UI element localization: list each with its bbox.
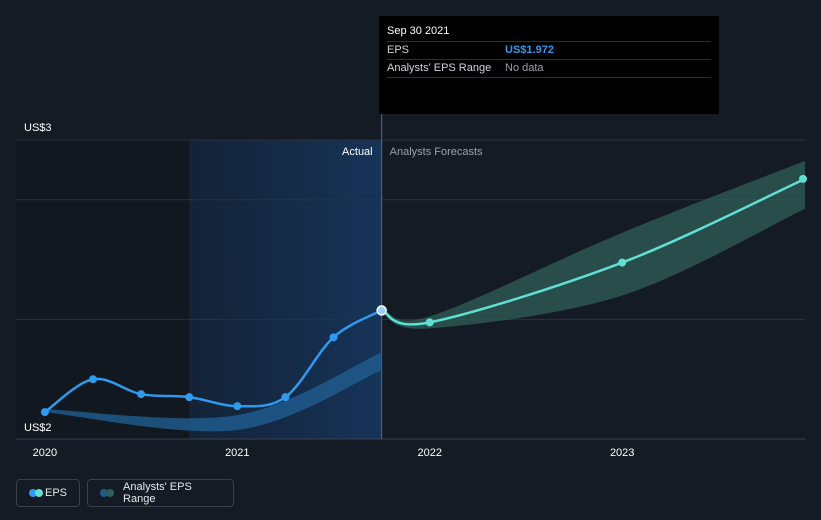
- legend-label-range: Analysts' EPS Range: [123, 481, 192, 505]
- actual-region-background: [189, 140, 382, 439]
- x-tick-label-2021: 2021: [225, 447, 249, 459]
- x-tick-label-2023: 2023: [610, 447, 634, 459]
- present-point: [376, 305, 387, 316]
- eps-legend-icon: [29, 489, 43, 497]
- eps_actual-point-3: [185, 393, 194, 402]
- eps_actual-point-4: [233, 402, 242, 411]
- eps_forecast-point-1: [425, 318, 434, 327]
- tooltip-eps-value: US$1.972: [505, 44, 554, 56]
- region-label-actual: Actual: [342, 146, 373, 158]
- tooltip-range-label: Analysts' EPS Range: [387, 62, 492, 74]
- range-legend-icon: [100, 489, 115, 497]
- eps-legend-dot-past: [29, 489, 37, 497]
- tooltip-range-value: No data: [505, 62, 544, 74]
- past-region-background: [16, 140, 190, 439]
- x-tick-label-2020: 2020: [33, 447, 57, 459]
- eps_actual-point-2: [137, 390, 146, 399]
- legend-item-eps[interactable]: EPS: [16, 479, 80, 507]
- y-tick-label-top: US$3: [24, 122, 52, 134]
- legend-item-range[interactable]: Analysts' EPS Range: [87, 479, 234, 507]
- x-tick-label-2022: 2022: [418, 447, 442, 459]
- eps-legend-dot-forecast: [35, 489, 43, 497]
- tooltip-row-eps: EPS US$1.972: [387, 42, 711, 60]
- range-legend-dot-past: [100, 489, 108, 497]
- y-tick-label-bottom: US$2: [24, 422, 52, 434]
- range-legend-dot-forecast: [106, 489, 114, 497]
- tooltip-eps-label: EPS: [387, 44, 410, 56]
- region-label-forecast: Analysts Forecasts: [390, 146, 483, 158]
- eps_actual-point-5: [281, 393, 290, 402]
- tooltip: Sep 30 2021 EPS US$1.972 Analysts' EPS R…: [379, 16, 719, 114]
- eps_forecast-point-3: [799, 174, 807, 183]
- eps_actual-point-1: [88, 375, 97, 384]
- eps_forecast-point-2: [618, 258, 627, 267]
- forecast_range-band: [381, 160, 805, 329]
- past_range-band: [44, 352, 382, 432]
- eps_actual-point-6: [329, 333, 338, 342]
- eps_forecast-line: [380, 177, 807, 326]
- eps_actual-point-0: [40, 408, 49, 417]
- tooltip-row-range: Analysts' EPS Range No data: [387, 60, 711, 78]
- legend-label-eps: EPS: [44, 487, 67, 499]
- tooltip-date: Sep 30 2021: [387, 24, 711, 42]
- eps_actual-line: [43, 309, 383, 414]
